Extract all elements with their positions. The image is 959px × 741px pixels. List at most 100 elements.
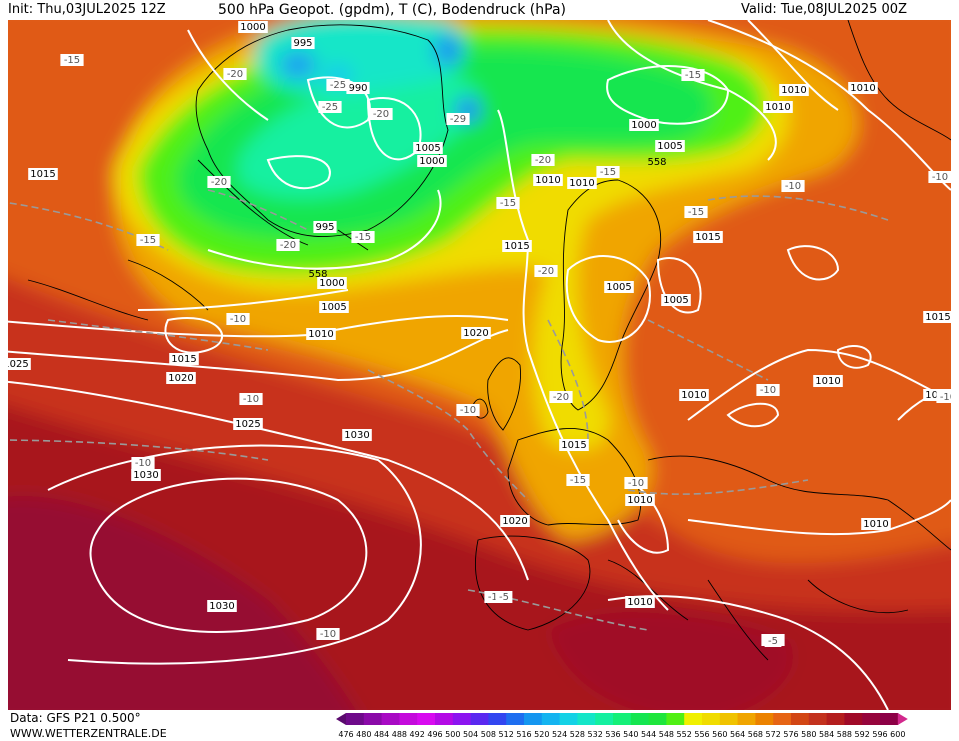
svg-text:1000: 1000: [631, 120, 656, 131]
svg-text:-20: -20: [538, 266, 554, 277]
scale-tick-label: 484: [374, 730, 389, 739]
svg-text:1025: 1025: [8, 359, 29, 370]
svg-text:1010: 1010: [569, 178, 594, 189]
svg-text:-10: -10: [243, 394, 259, 405]
scale-arrow-high: [897, 713, 908, 725]
pressure-label: 1010: [625, 494, 655, 506]
svg-text:-15: -15: [688, 207, 704, 218]
scale-tick-label: 488: [392, 730, 407, 739]
temperature-label: -10: [928, 171, 951, 183]
contour-labels: 558 558: [308, 157, 666, 280]
temperature-label: -20: [549, 391, 573, 403]
temperature-label: -15: [681, 69, 705, 81]
svg-text:-20: -20: [227, 69, 243, 80]
pressure-label: 990: [346, 82, 370, 94]
scale-swatch: [452, 713, 472, 725]
temperature-label: -15: [596, 166, 620, 178]
scale-tick-label: 564: [730, 730, 745, 739]
footer-bar: Data: GFS P21 0.500° WWW.WETTERZENTRALE.…: [0, 710, 959, 741]
svg-text:1015: 1015: [171, 354, 196, 365]
header-bar: Init: Thu,03JUL2025 12Z 500 hPa Geopot. …: [0, 0, 959, 20]
scale-swatch: [630, 713, 650, 725]
pressure-label: 1030: [342, 429, 372, 441]
scale-swatch: [719, 713, 739, 725]
svg-text:995: 995: [315, 222, 334, 233]
svg-text:1000: 1000: [419, 156, 444, 167]
scale-tick-label: 504: [463, 730, 478, 739]
temperature-isotherms: [8, 189, 889, 631]
scale-tick-label: 584: [819, 730, 834, 739]
scale-swatch: [666, 713, 685, 725]
svg-text:995: 995: [293, 38, 312, 49]
temperature-label: -15: [351, 231, 375, 243]
temperature-label: -25: [318, 101, 342, 113]
pressure-label: 1005: [655, 140, 685, 152]
pressure-label: 1010: [679, 389, 709, 401]
svg-text:-10: -10: [460, 405, 476, 416]
pressure-label: 1015: [502, 240, 532, 252]
pressure-label: 1010: [306, 328, 336, 340]
scale-tick-label: 512: [499, 730, 514, 739]
svg-text:1020: 1020: [168, 373, 193, 384]
temperature-label: -15: [496, 197, 520, 209]
pressure-label: 1005: [604, 281, 634, 293]
svg-text:558: 558: [647, 157, 666, 168]
temperature-label: -20: [223, 68, 247, 80]
svg-text:-10: -10: [940, 392, 951, 403]
pressure-label: 1015: [559, 439, 589, 451]
temperature-label: -10: [226, 313, 250, 325]
scale-tick-label: 524: [552, 730, 567, 739]
svg-text:-15: -15: [685, 70, 701, 81]
svg-text:1020: 1020: [463, 328, 488, 339]
temperature-label: -10: [316, 628, 340, 640]
scale-tick-label: 552: [677, 730, 692, 739]
svg-text:1025: 1025: [235, 419, 260, 430]
svg-text:-25: -25: [322, 102, 338, 113]
pressure-label: 1015: [28, 168, 58, 180]
svg-text:1015: 1015: [695, 232, 720, 243]
pressure-label: 1010: [567, 177, 597, 189]
scale-swatch: [470, 713, 489, 725]
temperature-label: -10: [781, 180, 805, 192]
scale-tick-label: 500: [445, 730, 460, 739]
scale-swatch: [363, 713, 383, 725]
pressure-label: 1030: [207, 600, 237, 612]
svg-text:-20: -20: [373, 109, 389, 120]
svg-text:-10: -10: [628, 478, 644, 489]
scale-tick-label: 476: [338, 730, 353, 739]
pressure-label: 1005: [413, 142, 443, 154]
svg-text:-10: -10: [932, 172, 948, 183]
temperature-label: -5: [764, 635, 782, 647]
scale-swatch: [808, 713, 828, 725]
svg-text:-15: -15: [500, 198, 516, 209]
svg-text:-20: -20: [535, 155, 551, 166]
svg-text:-20: -20: [211, 177, 227, 188]
scale-swatch: [488, 713, 507, 725]
temperature-label: -10: [936, 391, 951, 403]
scale-tick-label: 480: [356, 730, 371, 739]
svg-text:-10: -10: [135, 458, 151, 469]
svg-text:1015: 1015: [925, 312, 950, 323]
scale-tick-label: 544: [641, 730, 656, 739]
pressure-label: 1025: [8, 358, 31, 370]
scale-tick-label: 596: [872, 730, 887, 739]
scale-swatch: [702, 713, 721, 725]
pressure-label: 1025: [233, 418, 263, 430]
pressure-label: 1000: [238, 21, 268, 33]
svg-text:1000: 1000: [240, 22, 265, 33]
scale-tick-label: 516: [516, 730, 531, 739]
scale-swatch: [381, 713, 400, 725]
pressure-label: 1010: [763, 101, 793, 113]
geopotential-contour-label: 558: [647, 157, 666, 168]
scale-swatch: [613, 713, 632, 725]
svg-text:-10: -10: [785, 181, 801, 192]
scale-swatch: [755, 713, 774, 725]
temperature-label: -10: [239, 393, 263, 405]
pressure-label: 1020: [500, 515, 530, 527]
pressure-label: 1005: [319, 301, 349, 313]
svg-text:-10: -10: [760, 385, 776, 396]
pressure-label: 1000: [629, 119, 659, 131]
valid-time: Valid: Tue,08JUL2025 00Z: [741, 2, 907, 17]
scale-swatch: [435, 713, 454, 725]
temperature-label: -10: [131, 457, 155, 469]
